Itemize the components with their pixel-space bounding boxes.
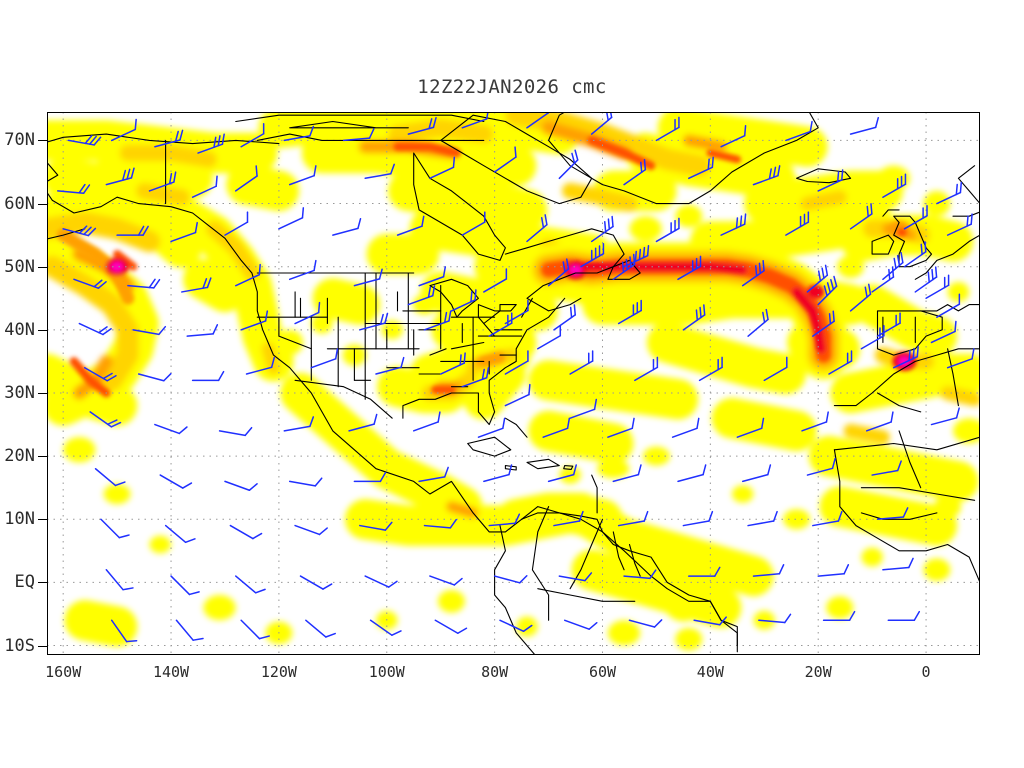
y-axis-label-50n: 50N xyxy=(4,256,35,277)
y-tick-60n xyxy=(38,203,47,205)
y-tick-marks xyxy=(38,112,980,655)
x-axis-label-60w: 60W xyxy=(588,663,617,681)
y-tick-70n xyxy=(38,140,47,142)
x-axis-label-40w: 40W xyxy=(696,663,724,681)
y-tick-10s xyxy=(38,645,47,647)
x-axis-label-100w: 100W xyxy=(368,663,405,681)
x-axis-label-120w: 120W xyxy=(260,663,297,681)
weather-map xyxy=(47,112,980,655)
y-axis-label-60n: 60N xyxy=(4,193,35,214)
x-axis-label-140w: 140W xyxy=(152,663,190,681)
y-axis-label-70n: 70N xyxy=(4,130,35,151)
vorticity-cores xyxy=(56,136,917,398)
title-line-model: 12Z22JAN2026 cmc xyxy=(417,76,607,98)
y-axis-labels: 70N 60N 50N 40N 30N 20N 10N EQ 10S xyxy=(0,112,1024,655)
x-axis-label-20w: 20W xyxy=(804,663,832,681)
y-axis-label-20n: 20N xyxy=(4,446,35,467)
wind-barbs xyxy=(57,112,975,643)
y-axis-label-40n: 40N xyxy=(4,319,35,340)
y-tick-20n xyxy=(38,456,47,458)
y-tick-40n xyxy=(38,329,47,331)
map-plot-area xyxy=(38,112,980,655)
y-axis-label-10n: 10N xyxy=(4,509,35,530)
y-tick-50n xyxy=(38,266,47,268)
y-axis-label-30n: 30N xyxy=(4,382,35,403)
coastlines xyxy=(47,112,980,655)
x-axis-label-160w: 160W xyxy=(45,663,82,681)
y-tick-10n xyxy=(38,519,47,521)
y-axis-label-eq: EQ xyxy=(14,572,35,593)
y-axis-label-10s: 10S xyxy=(4,635,35,656)
y-tick-30n xyxy=(38,392,47,394)
x-axis-label-80w: 80W xyxy=(481,663,509,681)
x-axis-label-0: 0 xyxy=(921,663,931,681)
map-clip xyxy=(47,112,980,655)
y-tick-eq xyxy=(38,582,47,584)
